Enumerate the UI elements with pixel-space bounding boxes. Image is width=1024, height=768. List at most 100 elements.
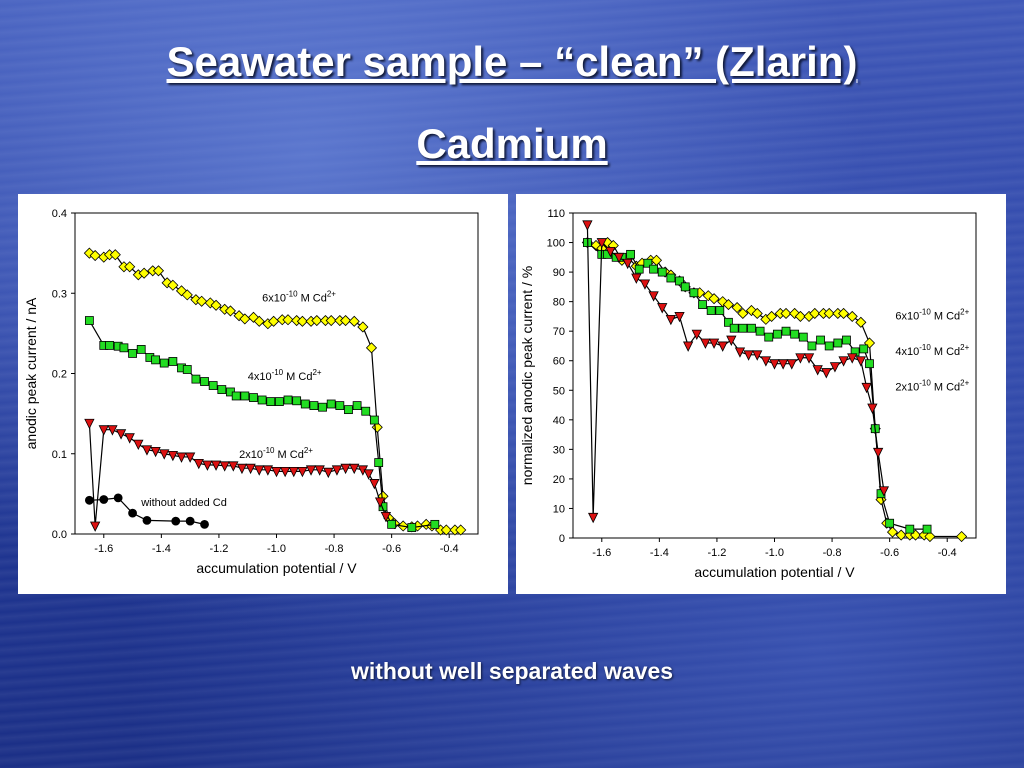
- data-point-triangle: [124, 433, 135, 444]
- data-point-triangle: [829, 362, 841, 373]
- data-point-square: [729, 323, 739, 333]
- data-point-triangle: [141, 445, 153, 456]
- data-point-square: [151, 355, 161, 365]
- series-square: [84, 316, 440, 532]
- data-point-diamond: [737, 307, 749, 320]
- y-axis-label: normalized anodic peak current / %: [519, 266, 535, 485]
- data-point-square: [657, 267, 667, 277]
- data-point-triangle: [867, 403, 878, 414]
- data-point-circle: [200, 519, 209, 529]
- data-point-diamond: [722, 299, 735, 311]
- data-point-diamond: [823, 307, 835, 320]
- left-chart-panel: -1.6 -1.4 -1.2 -1.0 -0.8 -0.6 -0.4 0.0 0.1 0.2 0.3…: [18, 194, 508, 594]
- data-point-diamond: [357, 321, 369, 333]
- data-point-square: [747, 323, 756, 333]
- data-point-triangle: [786, 359, 797, 370]
- series-label-exponent: -10: [919, 307, 931, 316]
- data-point-triangle: [777, 359, 789, 370]
- left-chart: -1.6 -1.4 -1.2 -1.0 -0.8 -0.6 -0.4 0.0 0.1 0.2 0.3…: [23, 208, 479, 576]
- series-label-unit: M Cd: [931, 346, 960, 358]
- data-point-square: [352, 401, 362, 411]
- series-label-base: 2x10: [895, 381, 919, 393]
- data-point-triangle: [159, 449, 170, 460]
- data-point-square: [643, 258, 653, 268]
- y-tick-label: 0: [559, 533, 565, 545]
- data-point-diamond: [348, 315, 360, 327]
- data-point-square: [159, 358, 169, 368]
- data-point-triangle: [613, 252, 625, 264]
- data-point-square: [335, 401, 345, 411]
- data-point-diamond: [138, 267, 150, 279]
- data-point-square: [885, 518, 895, 528]
- data-point-square: [859, 344, 869, 354]
- data-point-triangle: [219, 461, 230, 472]
- data-point-diamond: [296, 315, 308, 327]
- data-point-diamond: [311, 314, 323, 327]
- data-point-square: [798, 332, 808, 342]
- data-point-square: [136, 345, 146, 354]
- data-point-triangle: [297, 467, 308, 478]
- data-point-square: [217, 385, 227, 394]
- data-point-diamond: [109, 249, 121, 261]
- data-point-square: [369, 415, 379, 425]
- data-point-triangle: [743, 350, 754, 361]
- data-point-square: [807, 341, 817, 351]
- data-point-triangle: [150, 446, 161, 458]
- data-point-triangle: [133, 439, 144, 451]
- data-point-diamond: [181, 289, 193, 301]
- y-tick-label: 30: [553, 444, 565, 456]
- data-point-square: [257, 395, 267, 405]
- series-label-unit: M Cd: [283, 371, 312, 383]
- data-point-square: [274, 397, 284, 406]
- series-label: 2x10-10 M Cd2+: [895, 378, 969, 393]
- slide-footer-note: without well separated waves: [350, 658, 674, 684]
- data-point-circle: [185, 516, 195, 526]
- data-point-triangle: [588, 512, 599, 524]
- data-point-triangle: [769, 359, 780, 370]
- data-point-diamond: [650, 254, 663, 266]
- data-point-square: [634, 264, 644, 274]
- data-point-square: [168, 357, 178, 366]
- data-point-square: [249, 393, 258, 402]
- data-point-triangle: [363, 469, 374, 480]
- data-point-triangle: [631, 273, 642, 284]
- data-point-circle: [113, 493, 123, 503]
- y-tick-label: 20: [553, 474, 565, 486]
- x-tick-label: -1.6: [592, 547, 611, 559]
- data-point-triangle: [838, 356, 849, 367]
- data-point-diamond: [886, 526, 899, 538]
- y-tick-label: 0.3: [52, 288, 67, 300]
- series-label-unit: M Cd: [931, 310, 960, 322]
- data-point-triangle: [202, 460, 213, 471]
- data-point-circle: [84, 495, 94, 505]
- data-point-diamond: [809, 307, 821, 320]
- right-chart: -1.6 -1.4 -1.2 -1.0 -0.8 -0.6 -0.4 0 10 20 30 40 50 6…: [519, 208, 977, 580]
- data-point-square: [182, 365, 192, 374]
- data-point-triangle: [674, 312, 685, 323]
- series-label: 4x10-10 M Cd2+: [895, 343, 969, 358]
- data-point-square: [231, 391, 241, 401]
- data-point-square: [374, 458, 384, 467]
- data-point-triangle: [90, 521, 101, 532]
- data-point-triangle: [331, 465, 343, 476]
- series-label-charge: 2+: [960, 343, 969, 352]
- data-point-diamond: [152, 265, 165, 277]
- data-point-triangle: [726, 335, 737, 346]
- right-chart-panel: -1.6 -1.4 -1.2 -1.0 -0.8 -0.6 -0.4 0 10 20 30 40 50 6…: [516, 194, 1006, 594]
- y-tick-label: 0.2: [52, 369, 67, 381]
- data-point-square: [318, 402, 327, 412]
- data-point-square: [706, 306, 716, 315]
- data-point-triangle: [639, 279, 651, 290]
- data-point-triangle: [184, 452, 196, 463]
- series-label-base: 4x10: [248, 371, 272, 383]
- y-tick-label: 0.4: [52, 208, 67, 220]
- y-tick-label: 40: [553, 415, 565, 427]
- data-point-square: [240, 391, 250, 401]
- data-point-triangle: [717, 341, 728, 352]
- data-point-square: [666, 273, 676, 283]
- series-square: [582, 238, 932, 534]
- data-point-diamond: [751, 307, 763, 320]
- data-point-diamond: [167, 279, 179, 291]
- data-point-square: [833, 338, 843, 348]
- series-line: [587, 242, 928, 530]
